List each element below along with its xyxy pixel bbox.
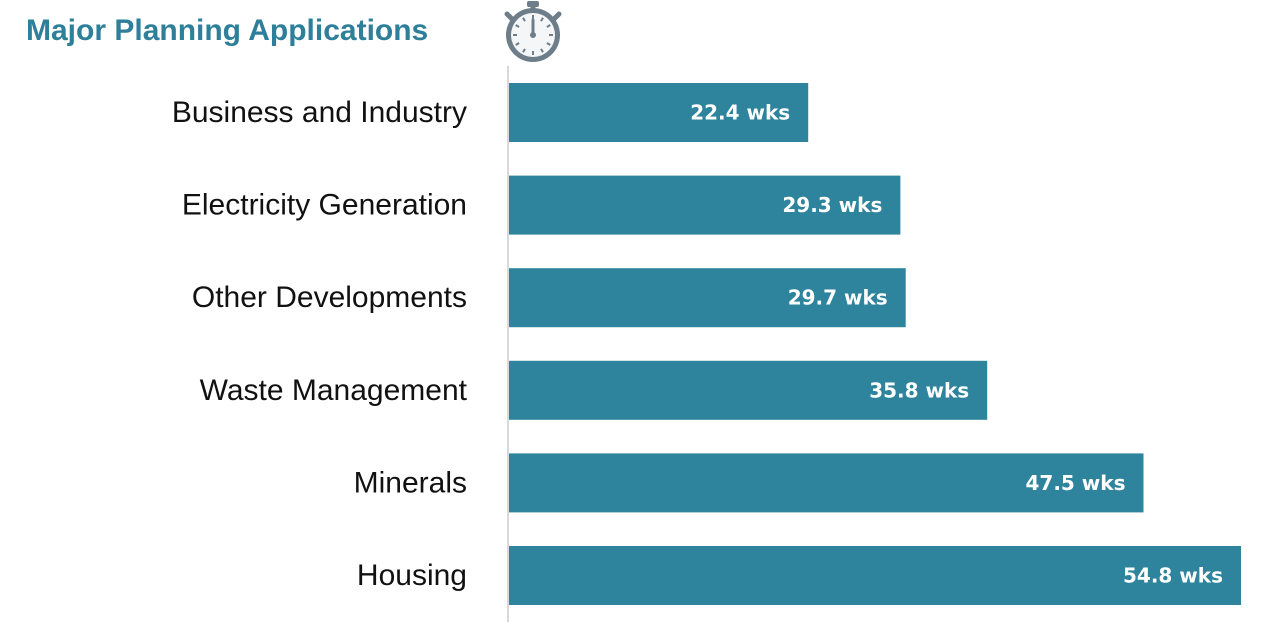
- category-label-5: Housing: [357, 559, 467, 592]
- category-label-2: Other Developments: [192, 281, 467, 314]
- bars-layer: Business and Industry 22.4 wks Electricity…: [172, 83, 1241, 605]
- category-label-0: Business and Industry: [172, 96, 467, 129]
- value-label-1: 29.3 wks: [782, 193, 882, 217]
- bar-4: [509, 453, 1144, 513]
- stopwatch-icon: [504, 1, 562, 62]
- bar-5: [509, 546, 1241, 605]
- value-label-5: 54.8 wks: [1123, 564, 1223, 588]
- bar-0: [509, 83, 809, 142]
- category-label-3: Waste Management: [200, 374, 468, 407]
- value-label-4: 47.5 wks: [1025, 471, 1125, 495]
- chart-title: Major Planning Applications: [26, 14, 429, 47]
- category-label-4: Minerals: [354, 466, 467, 499]
- category-label-1: Electricity Generation: [182, 189, 467, 222]
- bar-2: [509, 268, 906, 328]
- value-label-3: 35.8 wks: [869, 378, 969, 402]
- value-label-0: 22.4 wks: [690, 101, 790, 125]
- bar-3: [509, 360, 988, 420]
- value-label-2: 29.7 wks: [788, 286, 888, 310]
- bar-1: [509, 175, 901, 235]
